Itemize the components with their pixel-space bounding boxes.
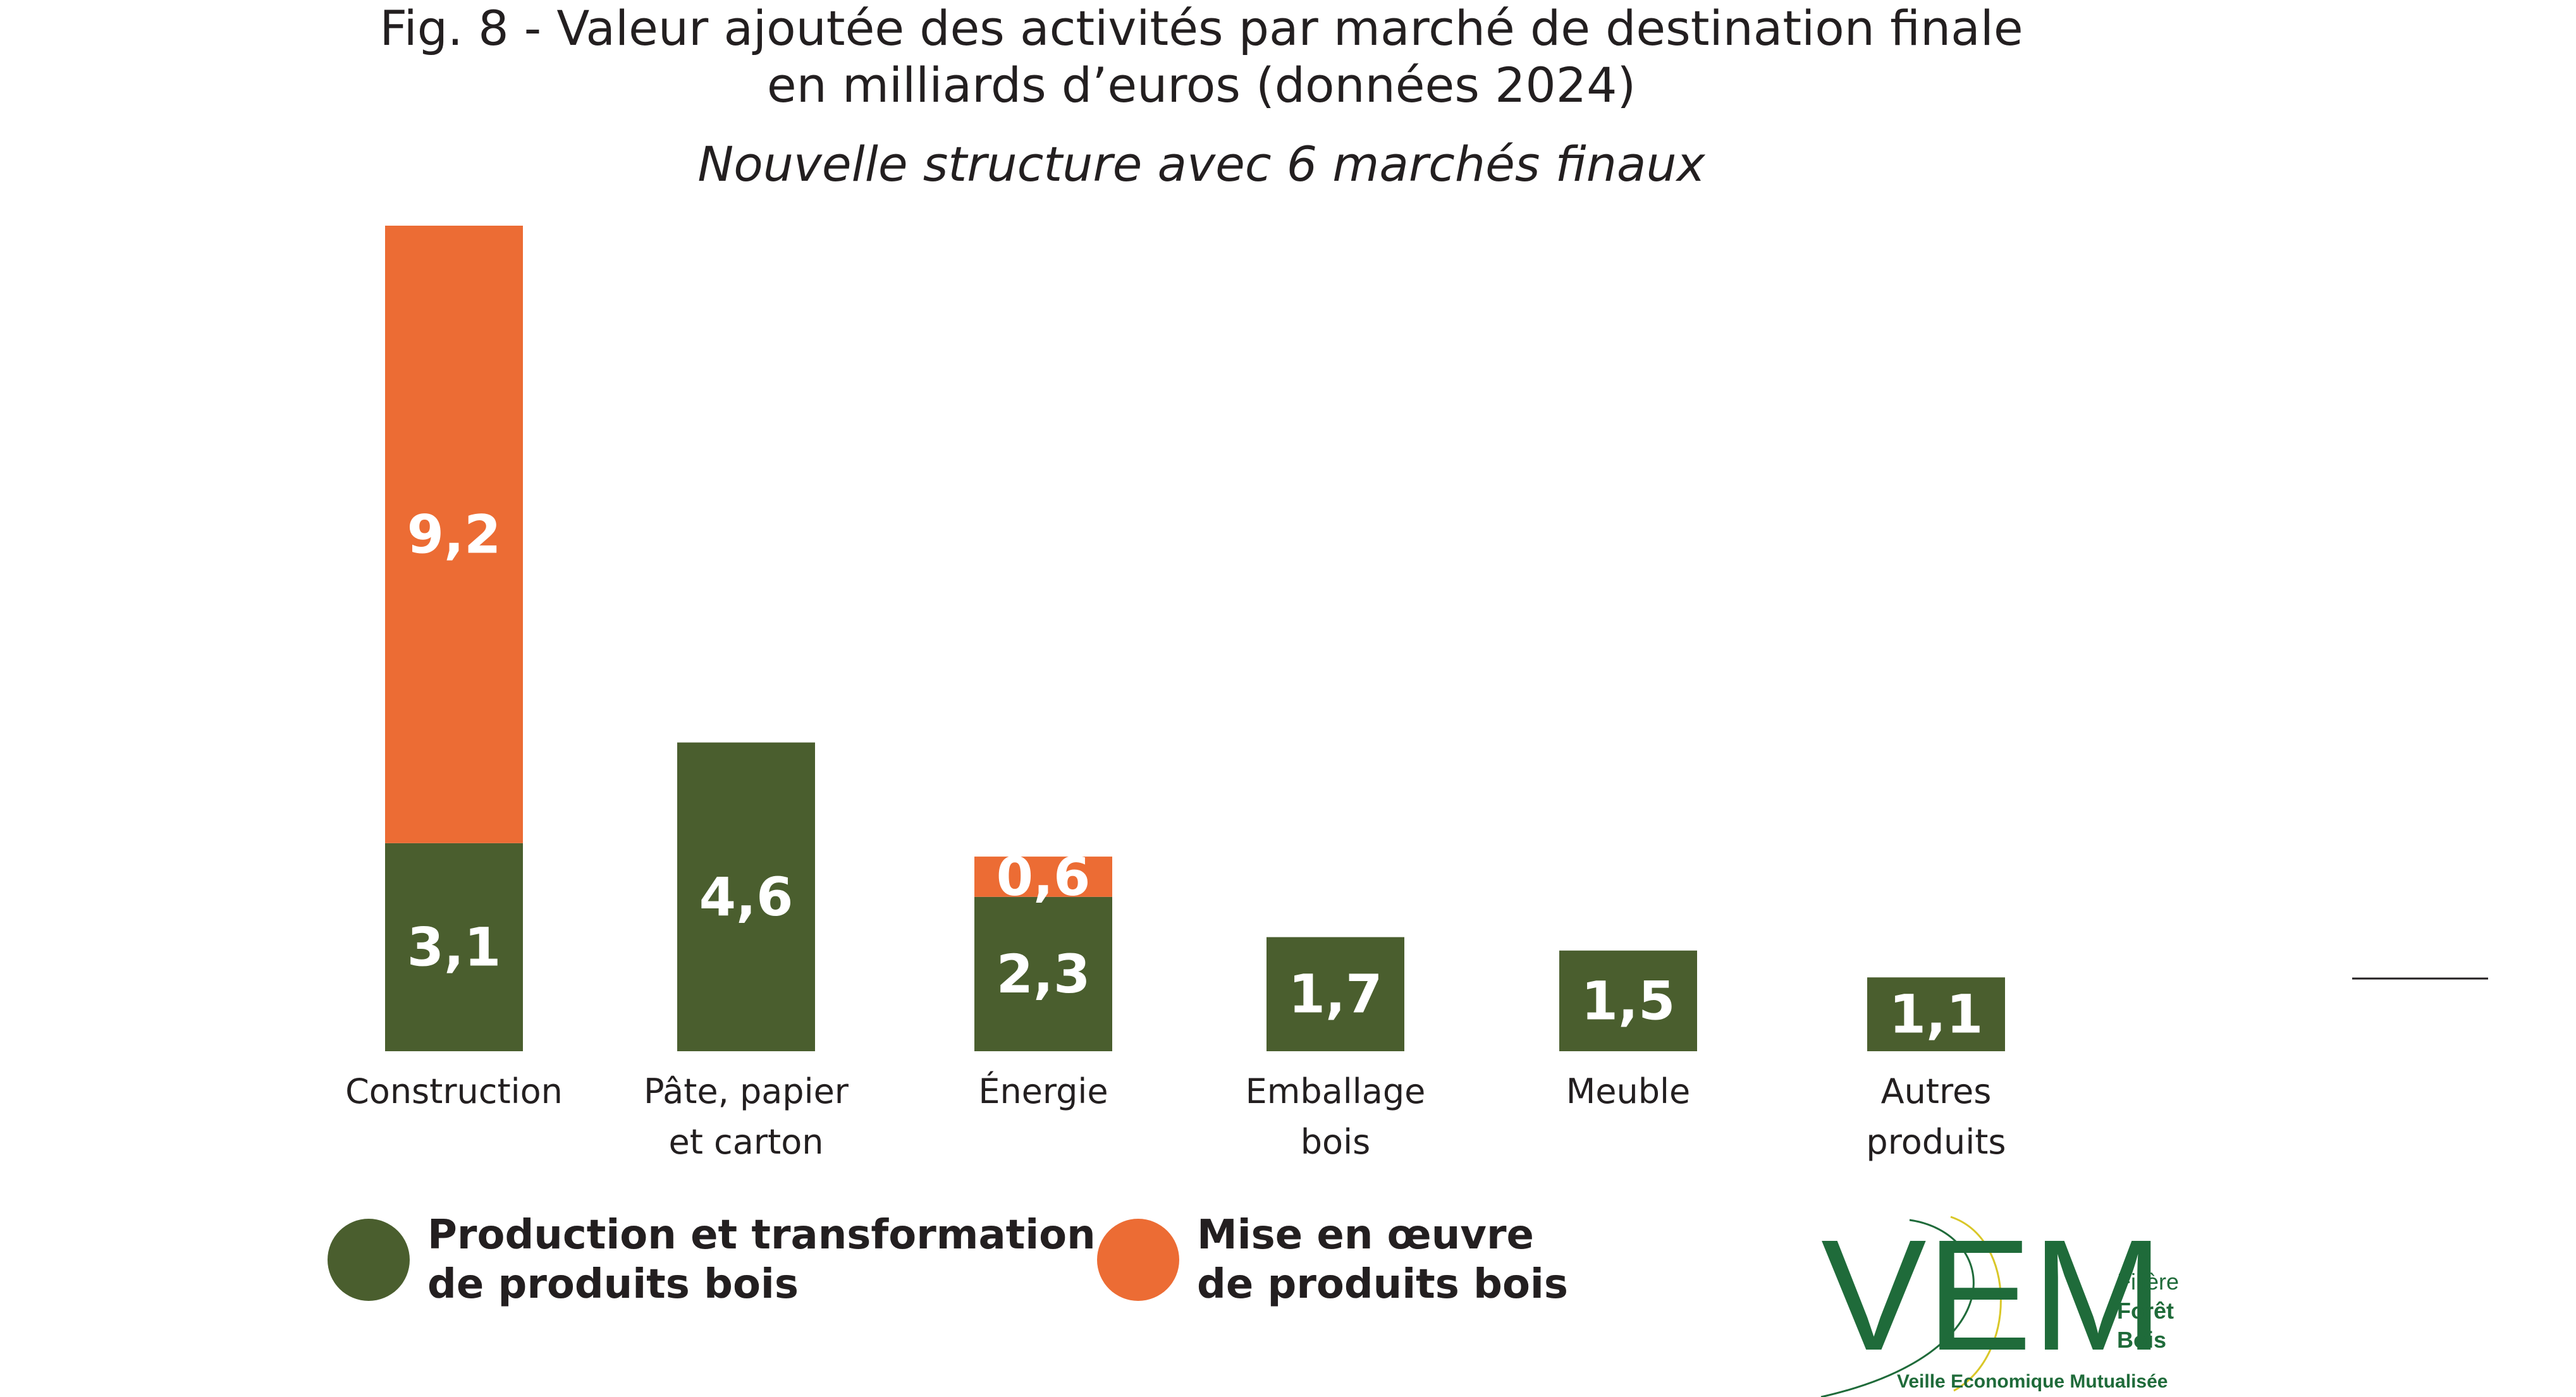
logo-tagline: Veille Economique Mutualisée	[1897, 1371, 2168, 1392]
bar-segment-production	[385, 843, 523, 1051]
legend-label-mise-en-oeuvre: Mise en œuvre de produits bois	[1197, 1212, 1568, 1308]
category-label: bois	[1301, 1122, 1370, 1162]
bar-chart: 3,1 9,2 4,6 2,3 0,6 1,7 1,5 1,1 Construction Pât…	[345, 226, 2488, 1162]
legend-item-mise-en-oeuvre: Mise en œuvre de produits bois	[1097, 1211, 1568, 1309]
category-label: Pâte, papier	[644, 1071, 849, 1111]
bar-segment-production	[974, 896, 1112, 1051]
vem-logo: VEM Filière Forêt Bois Veille Economique…	[1820, 1207, 2179, 1397]
legend-swatch-mise-en-oeuvre	[1097, 1219, 1179, 1301]
value-label: 0,6	[997, 846, 1091, 908]
category-label: Énergie	[978, 1071, 1108, 1111]
bar-segment-production	[1267, 937, 1404, 1051]
category-labels-layer: Construction Pâte, papier et carton Énergie…	[345, 1071, 2006, 1162]
legend-label-production: Production et transformation de produits…	[427, 1212, 1096, 1308]
value-label: 1,1	[1889, 984, 1984, 1046]
bars-layer	[385, 226, 2005, 1051]
value-label: 4,6	[699, 866, 794, 928]
logo-text-bois: Bois	[2117, 1327, 2166, 1353]
value-label: 9,2	[407, 503, 501, 565]
legend-swatch-production	[328, 1219, 410, 1301]
chart-title-line-1: Fig. 8 - Valeur ajoutée des activités pa…	[379, 0, 2023, 56]
bar-segment-mise-en-oeuvre	[385, 226, 523, 843]
logo-text-filiere: Filière	[2117, 1269, 2179, 1295]
bar-segment-production	[1867, 977, 2005, 1051]
category-label: produits	[1866, 1122, 2006, 1162]
category-label: Emballage	[1246, 1071, 1426, 1111]
bar-segment-production	[1559, 950, 1697, 1051]
category-label: et carton	[669, 1122, 824, 1162]
chart-title-line-2: en milliards d’euros (données 2024)	[766, 57, 1636, 113]
value-label: 2,3	[997, 943, 1091, 1005]
category-label: Construction	[345, 1071, 563, 1111]
logo-text-foret: Forêt	[2117, 1298, 2174, 1324]
value-label: 1,7	[1289, 963, 1383, 1025]
value-label: 1,5	[1581, 970, 1676, 1032]
logo-arc-green	[1820, 1219, 1975, 1397]
bar-segment-production	[677, 742, 815, 1051]
category-label: Autres	[1881, 1071, 1992, 1111]
logo-letters: VEM	[1821, 1207, 2164, 1383]
logo-arc-yellow	[1950, 1216, 2002, 1392]
chart-subtitle: Nouvelle structure avec 6 marchés finaux	[697, 136, 1705, 192]
legend-item-production: Production et transformation de produits…	[328, 1211, 1096, 1309]
value-labels-layer: 3,1 9,2 4,6 2,3 0,6 1,7 1,5 1,1	[407, 503, 1984, 1045]
category-label: Meuble	[1566, 1071, 1691, 1111]
bar-segment-mise-en-oeuvre	[974, 857, 1112, 897]
value-label: 3,1	[407, 916, 501, 978]
